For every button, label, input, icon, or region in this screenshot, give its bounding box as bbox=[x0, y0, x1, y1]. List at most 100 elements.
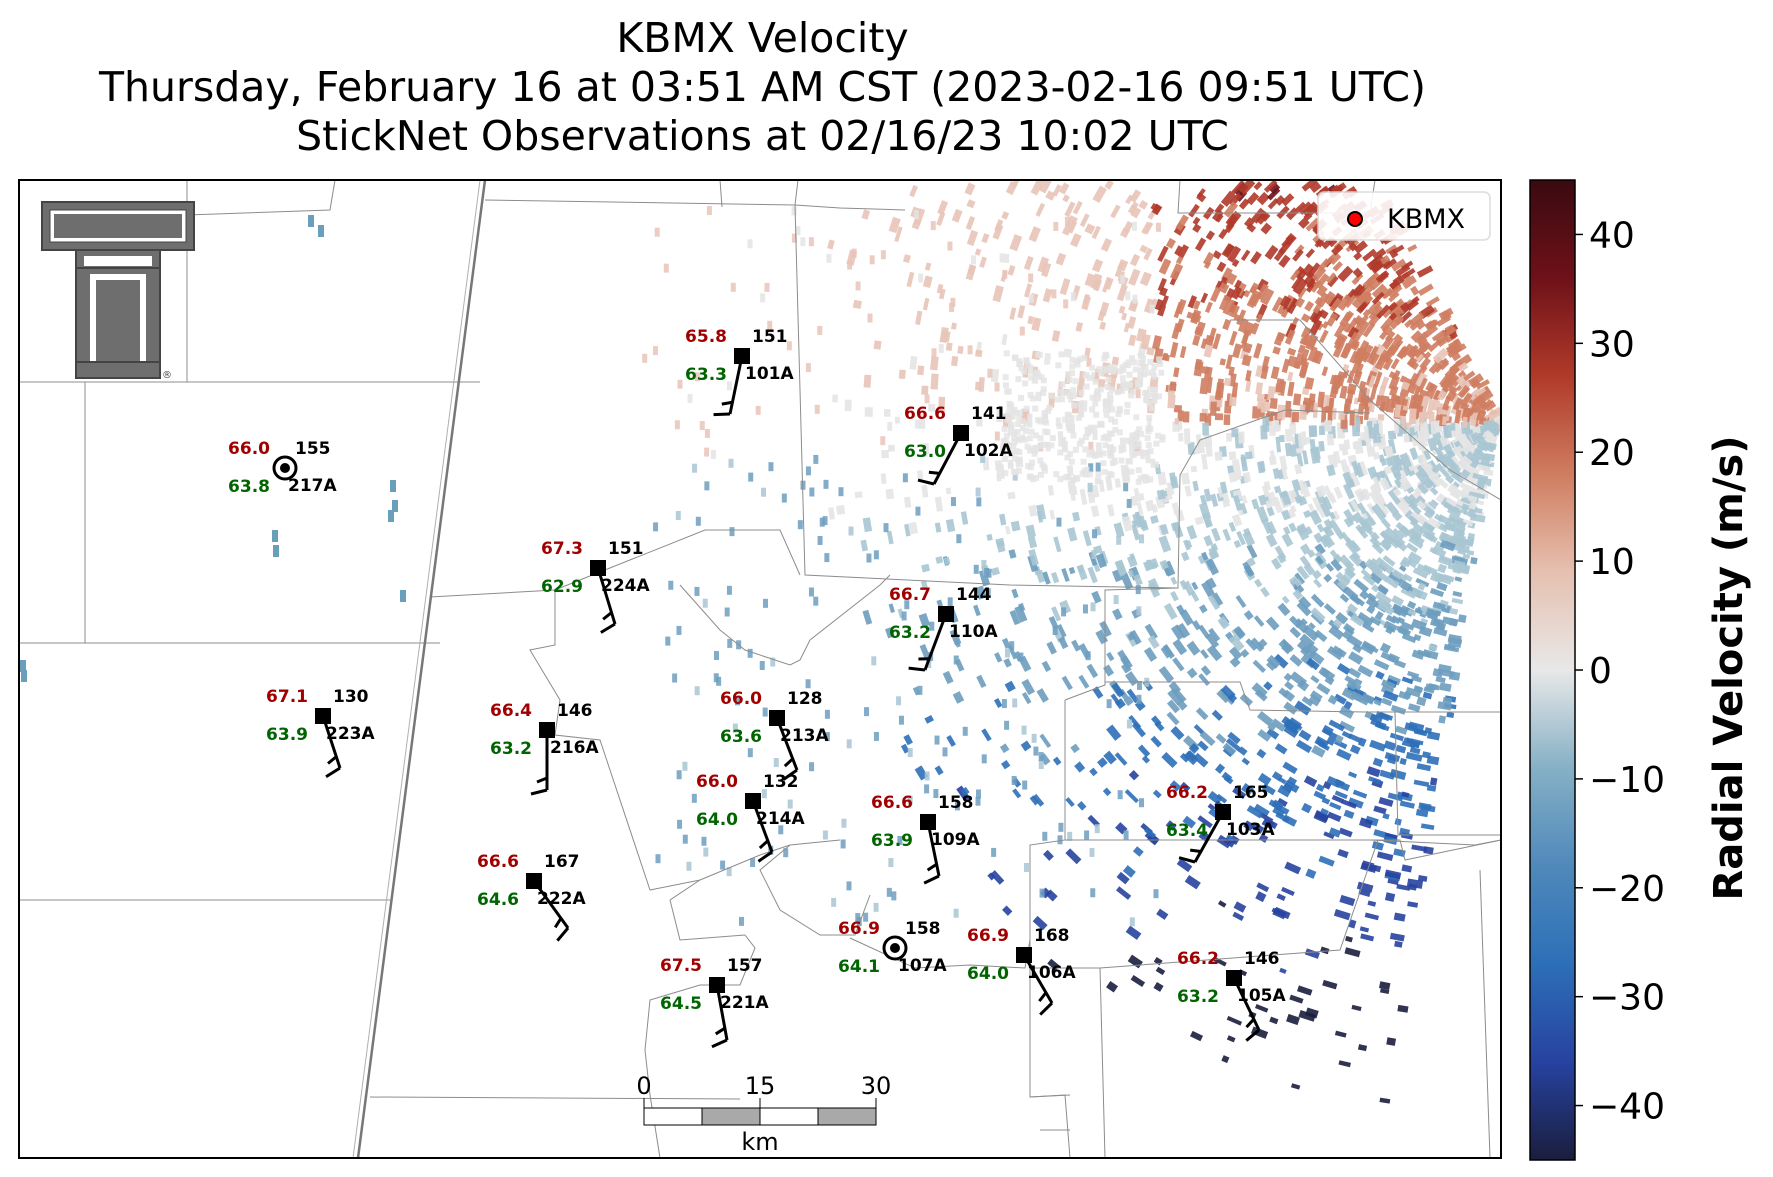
radar-gate bbox=[924, 714, 934, 724]
radar-gate bbox=[1114, 698, 1126, 710]
radar-gate bbox=[1380, 517, 1391, 529]
radar-gate bbox=[1466, 549, 1475, 556]
radar-gate bbox=[1340, 342, 1352, 359]
radar-gate bbox=[1439, 539, 1456, 552]
radar-gate bbox=[1049, 509, 1056, 520]
radar-gate bbox=[1177, 244, 1190, 259]
radar-gate bbox=[1152, 393, 1159, 400]
radar-gate bbox=[21, 670, 27, 682]
radar-gate bbox=[1089, 394, 1096, 401]
radar-gate bbox=[1092, 529, 1098, 539]
radar-gate bbox=[1396, 883, 1411, 891]
radar-gate bbox=[1182, 815, 1196, 829]
radar-gate bbox=[1410, 618, 1427, 631]
radar-gate bbox=[966, 199, 976, 209]
county-line bbox=[794, 204, 1179, 589]
radar-gate bbox=[1227, 465, 1235, 474]
radar-gate bbox=[1368, 311, 1378, 321]
radar-gate bbox=[1294, 244, 1305, 256]
station-dewpoint: 63.2 bbox=[1177, 987, 1219, 1007]
radar-gate bbox=[1175, 298, 1187, 315]
radar-gate bbox=[1337, 333, 1348, 344]
radar-gate bbox=[1406, 542, 1419, 554]
radar-gate bbox=[1100, 450, 1107, 457]
radar-gate bbox=[1334, 1030, 1347, 1038]
radar-gate bbox=[699, 421, 705, 431]
radar-gate bbox=[824, 709, 830, 719]
radar-gate bbox=[1298, 729, 1312, 742]
radar-gate bbox=[1401, 791, 1410, 798]
radar-gate bbox=[919, 413, 926, 429]
colorbar-tick-label: −40 bbox=[1589, 1087, 1665, 1128]
radar-gate bbox=[1246, 805, 1264, 819]
radar-gate bbox=[1378, 572, 1390, 583]
radar-gate bbox=[1344, 947, 1361, 958]
radar-gate bbox=[1111, 682, 1125, 698]
radar-gate bbox=[1255, 313, 1263, 323]
radar-gate bbox=[1333, 693, 1347, 705]
radar-gate bbox=[1289, 615, 1302, 629]
wind-barb-feather bbox=[325, 766, 341, 779]
station-dewpoint: 63.6 bbox=[720, 727, 762, 747]
radar-gate bbox=[1001, 699, 1007, 709]
radar-gate bbox=[978, 569, 991, 587]
radar-gate bbox=[1257, 638, 1268, 649]
radar-gate bbox=[1155, 966, 1166, 976]
station-dewpoint: 64.0 bbox=[967, 964, 1009, 984]
radar-gate bbox=[1104, 180, 1114, 190]
county-line bbox=[1029, 700, 1071, 1158]
radar-gate bbox=[1123, 466, 1130, 473]
radar-gate bbox=[739, 916, 745, 926]
radar-gate bbox=[1038, 752, 1044, 762]
station-marker bbox=[769, 710, 785, 726]
radar-gate bbox=[1015, 457, 1022, 464]
radar-gate bbox=[1333, 450, 1341, 465]
radar-gate bbox=[1416, 696, 1427, 707]
radar-gate bbox=[1250, 1026, 1269, 1039]
radar-gate bbox=[1300, 313, 1311, 323]
radar-gate bbox=[1106, 980, 1119, 993]
radar-gate bbox=[1065, 848, 1082, 865]
station-dewpoint: 63.9 bbox=[871, 831, 913, 851]
radar-gate bbox=[1203, 366, 1213, 380]
station-temperature: 66.4 bbox=[490, 701, 532, 721]
radar-gate bbox=[1368, 489, 1384, 507]
radar-gate bbox=[1278, 638, 1293, 653]
radar-gate bbox=[908, 521, 919, 535]
radar-gate bbox=[1273, 485, 1282, 494]
radar-gate bbox=[1391, 534, 1406, 548]
radar-gate bbox=[1157, 304, 1167, 317]
radar-gate bbox=[924, 784, 930, 794]
radar-gate bbox=[1051, 330, 1061, 342]
radar-gate bbox=[1342, 322, 1352, 333]
wind-barb-feather bbox=[1245, 1018, 1255, 1029]
radar-gate bbox=[1358, 817, 1373, 829]
radar-gate bbox=[1086, 663, 1099, 679]
radar-gate bbox=[1197, 740, 1209, 752]
radar-gate bbox=[1031, 733, 1037, 743]
radar-gate bbox=[1129, 553, 1136, 561]
radar-gate bbox=[1044, 358, 1051, 365]
radar-gate bbox=[1150, 202, 1160, 212]
radar-gate bbox=[1388, 291, 1400, 303]
radar-gate bbox=[1150, 735, 1162, 748]
radar-gate bbox=[1292, 589, 1304, 601]
radar-gate bbox=[1258, 460, 1266, 473]
county-line bbox=[429, 529, 801, 598]
